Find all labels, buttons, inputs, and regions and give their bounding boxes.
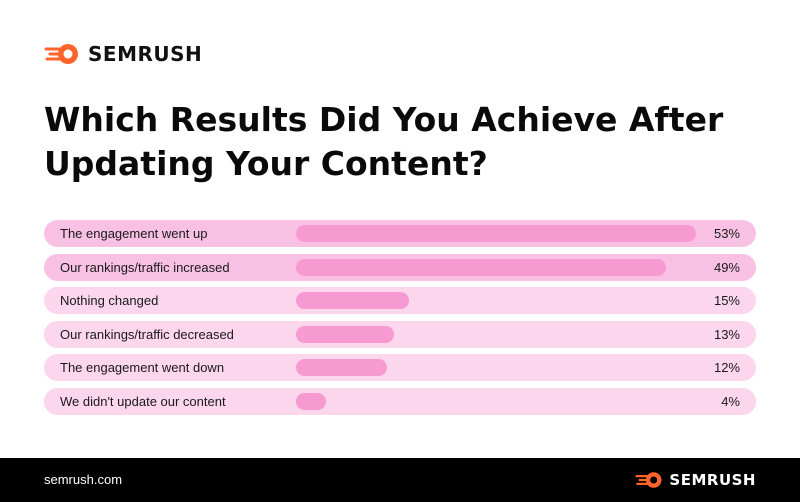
chart-title: Which Results Did You Achieve After Upda… xyxy=(44,100,724,183)
bar-row: We didn't update our content 4% xyxy=(44,387,756,415)
bar-value-label: 53% xyxy=(713,226,740,241)
bar-category-label: The engagement went up xyxy=(60,226,208,241)
bar-value-label: 13% xyxy=(713,326,740,342)
bar-value-label: 15% xyxy=(713,293,740,308)
footer: semrush.com SEMRUSH xyxy=(0,458,800,502)
bar-category-label: The engagement went down xyxy=(60,360,225,375)
bar xyxy=(296,392,327,410)
bar-row: The engagement went up 53% xyxy=(44,220,756,247)
footer-logo-wordmark: SEMRUSH xyxy=(669,471,756,489)
bar-category-label: Our rankings/traffic increased xyxy=(60,259,230,275)
bar-row: Our rankings/traffic increased 49% xyxy=(44,253,756,281)
logo-wordmark: SEMRUSH xyxy=(88,42,203,66)
semrush-fireball-icon xyxy=(635,472,662,488)
bar-row: The engagement went down 12% xyxy=(44,354,756,381)
bar xyxy=(296,292,410,309)
footer-site-link[interactable]: semrush.com xyxy=(44,472,123,487)
bar xyxy=(296,359,387,376)
bar-chart: The engagement went up 53% Our rankings/tr… xyxy=(44,220,756,421)
bar-category-label: We didn't update our content xyxy=(60,393,226,409)
semrush-logo: SEMRUSH xyxy=(44,42,202,66)
bar-category-label: Our rankings/traffic decreased xyxy=(60,326,234,342)
bar-row: Our rankings/traffic decreased 13% xyxy=(44,320,756,348)
bar-row: Nothing changed 15% xyxy=(44,287,756,314)
bar xyxy=(296,225,696,242)
bar-value-label: 12% xyxy=(713,360,740,375)
bar-value-label: 4% xyxy=(721,393,740,409)
bar-value-label: 49% xyxy=(713,259,740,275)
semrush-fireball-icon xyxy=(44,44,78,64)
footer-logo: SEMRUSH xyxy=(635,471,756,489)
bar-category-label: Nothing changed xyxy=(60,293,159,308)
bar xyxy=(296,325,395,343)
bar xyxy=(296,258,666,276)
